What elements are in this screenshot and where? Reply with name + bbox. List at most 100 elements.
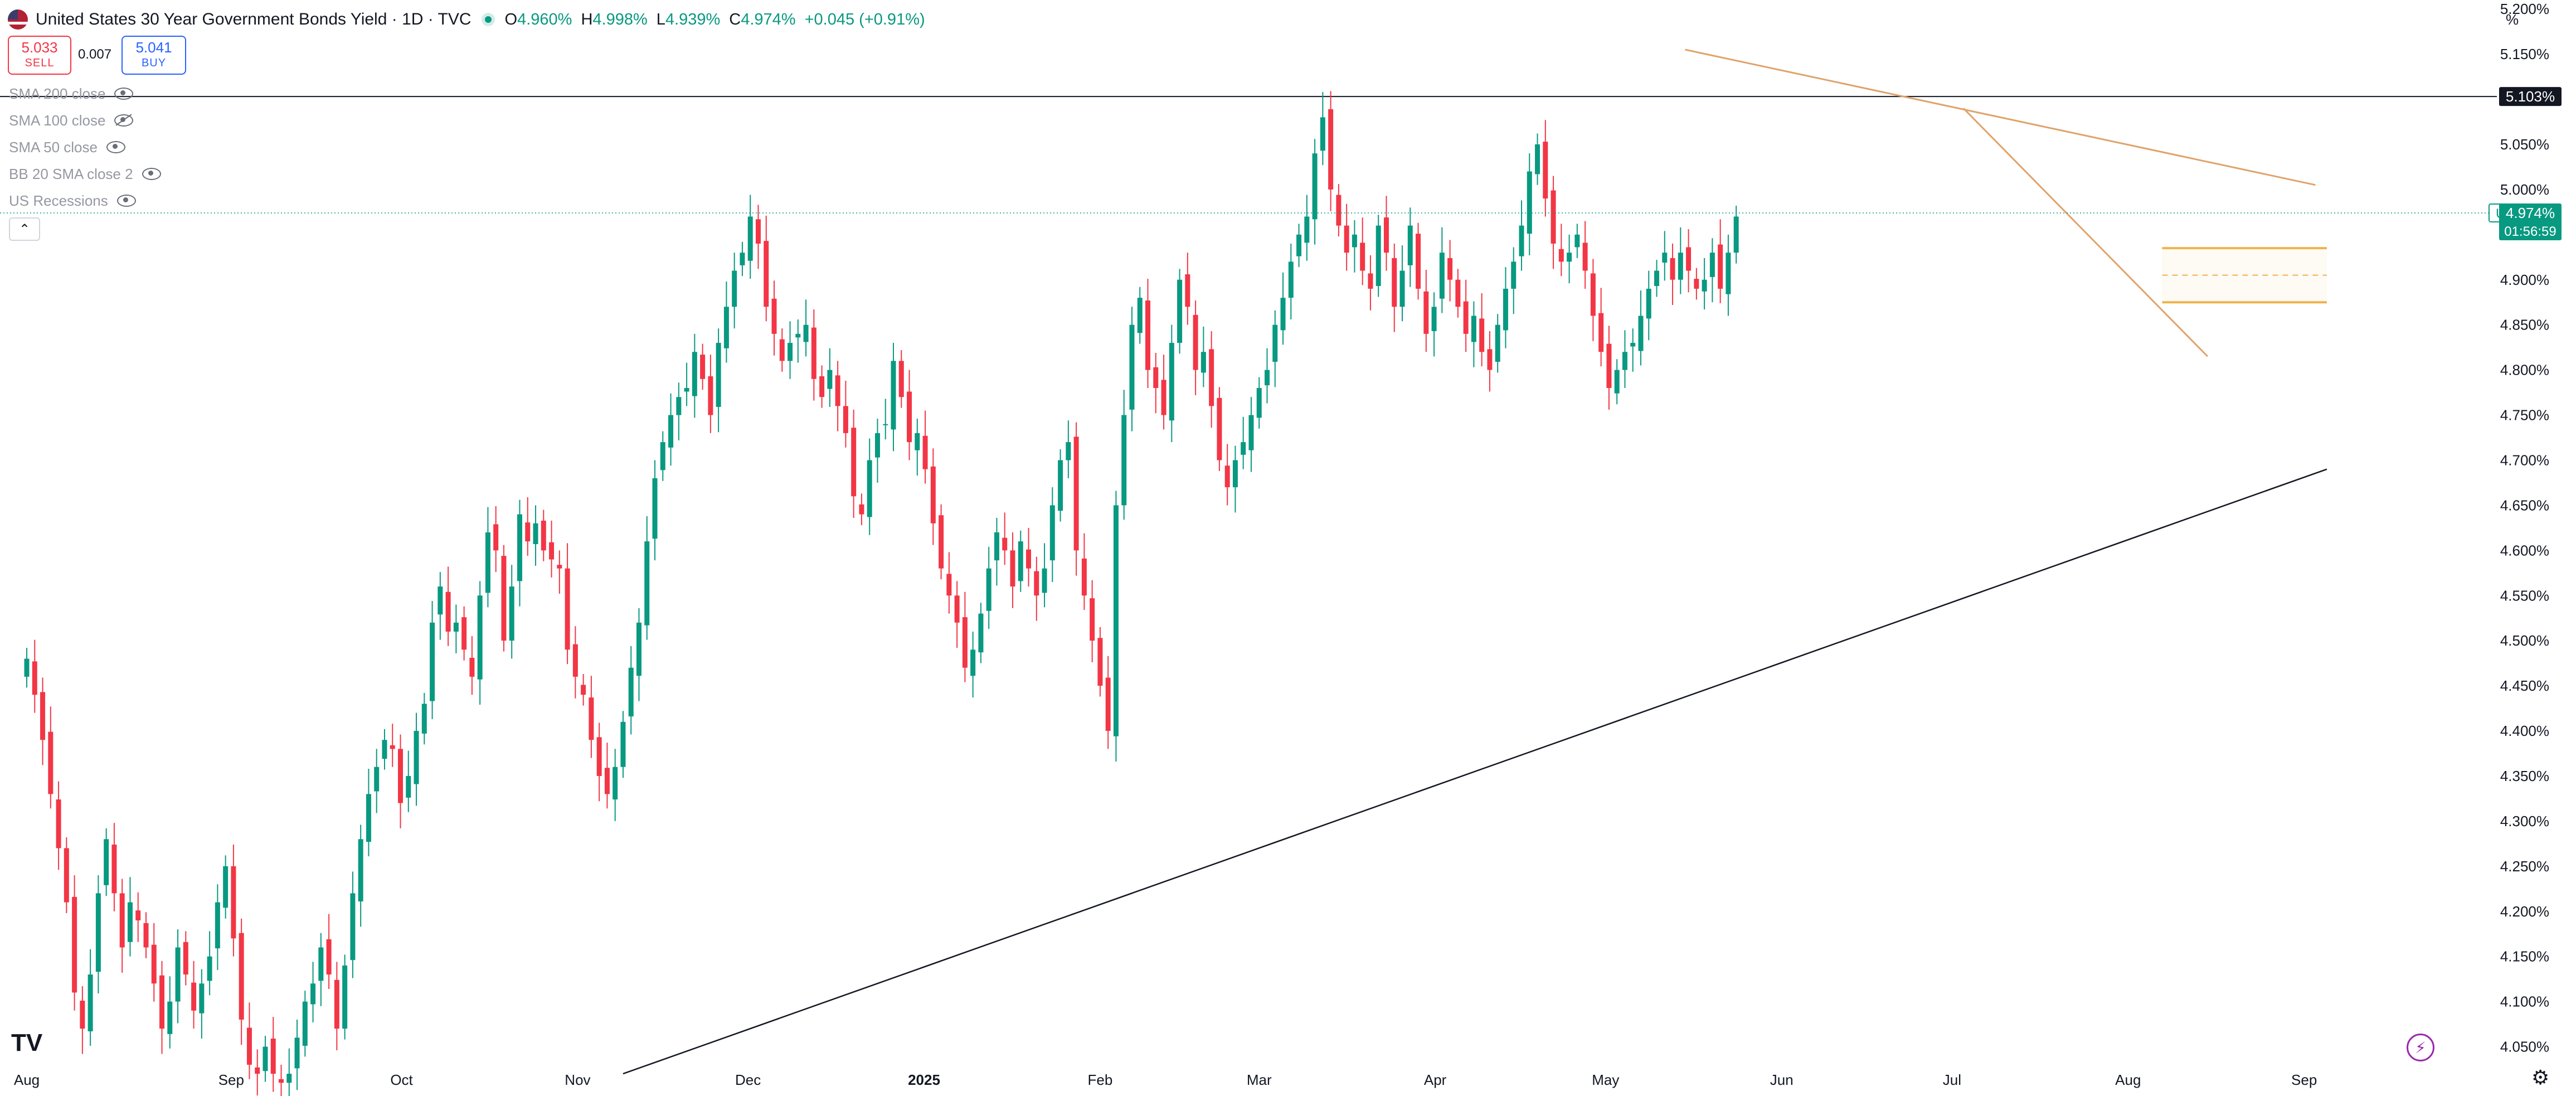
- candle: [215, 902, 220, 949]
- support-trendline[interactable]: [623, 468, 2327, 1075]
- candle: [883, 424, 888, 425]
- symbol-title[interactable]: United States 30 Year Government Bonds Y…: [36, 10, 472, 28]
- candle: [414, 731, 419, 784]
- candle: [469, 657, 475, 677]
- x-tick-label: Jul: [1943, 1071, 1961, 1088]
- candle: [1049, 505, 1055, 561]
- resistance-trendline[interactable]: [1962, 108, 2209, 357]
- candle: [1495, 324, 1500, 362]
- candle: [676, 397, 682, 415]
- candle: [1209, 349, 1214, 406]
- candle: [723, 307, 729, 348]
- candle: [493, 524, 499, 551]
- drawing-annotations[interactable]: [0, 49, 2497, 1075]
- legend-row-sma100[interactable]: SMA 100 close: [9, 107, 161, 134]
- legend-row-recessions[interactable]: US Recessions: [9, 187, 161, 214]
- y-tick-label: 4.500%: [2500, 632, 2549, 649]
- candle: [24, 658, 30, 677]
- axis-unit[interactable]: %: [2506, 11, 2519, 28]
- candle: [1519, 225, 1524, 256]
- candle: [1073, 437, 1079, 551]
- ohlc-values: O4.960% H4.998% L4.939% C4.974% +0.045 (…: [504, 10, 925, 28]
- candle: [382, 740, 387, 759]
- candle: [1217, 397, 1222, 460]
- buy-button[interactable]: 5.041 BUY: [121, 36, 186, 75]
- candle: [1145, 300, 1151, 370]
- eye-off-icon[interactable]: [114, 114, 134, 127]
- eye-icon[interactable]: [116, 195, 136, 207]
- legend-row-sma50[interactable]: SMA 50 close: [9, 134, 161, 161]
- y-tick-label: 4.450%: [2500, 677, 2549, 694]
- symbol-header: United States 30 Year Government Bonds Y…: [0, 0, 925, 39]
- candle: [64, 848, 69, 903]
- lightning-icon[interactable]: ⚡: [2407, 1034, 2434, 1061]
- candle: [1376, 225, 1381, 287]
- sell-label: SELL: [25, 57, 55, 69]
- candle: [1312, 153, 1318, 220]
- legend-row-bb[interactable]: BB 20 SMA close 2: [9, 161, 161, 187]
- candle: [1535, 144, 1540, 174]
- candle: [398, 749, 404, 803]
- eye-icon[interactable]: [106, 141, 125, 153]
- candle: [1455, 279, 1461, 307]
- eye-icon[interactable]: [142, 168, 161, 180]
- candle: [1702, 279, 1707, 292]
- candle: [628, 667, 634, 717]
- x-tick-label: Oct: [390, 1071, 413, 1088]
- y-tick-label: 5.000%: [2500, 181, 2549, 198]
- candle: [827, 370, 833, 389]
- candle: [1686, 247, 1692, 271]
- candle: [1137, 298, 1143, 333]
- hline-price-tag: [2499, 87, 2562, 106]
- candle: [788, 343, 793, 361]
- candle: [223, 866, 229, 908]
- last-price-tag: [2499, 203, 2562, 240]
- candle: [1431, 307, 1437, 332]
- price-axis[interactable]: 4.050% 4.100% 4.150% 4.200% 4.250% 4.300% 4.35…: [2500, 1, 2549, 1055]
- candle: [978, 613, 984, 653]
- candle: [104, 839, 109, 885]
- candle: [1590, 273, 1596, 316]
- sell-button[interactable]: 5.033 SELL: [8, 36, 71, 75]
- time-axis[interactable]: Aug Sep Oct Nov Dec 2025 Feb Mar Apr May Jun Jul Aug…: [14, 1071, 2317, 1088]
- candle: [716, 343, 721, 407]
- candle: [1423, 291, 1429, 334]
- candle: [1010, 550, 1015, 587]
- resistance-trendline[interactable]: [1685, 49, 2316, 186]
- candle: [517, 514, 522, 581]
- legend-row-sma200[interactable]: SMA 200 close: [9, 80, 161, 107]
- x-tick-label: Sep: [2291, 1071, 2317, 1088]
- candle: [1177, 279, 1183, 343]
- collapse-legend-button[interactable]: ⌃: [9, 217, 40, 241]
- candle: [1479, 318, 1485, 352]
- candle: [270, 1038, 276, 1074]
- eye-icon[interactable]: [114, 88, 134, 100]
- candle: [589, 697, 594, 740]
- candle: [1018, 541, 1023, 581]
- candle: [1543, 142, 1548, 199]
- candle: [1193, 314, 1198, 370]
- candle: [1121, 415, 1127, 506]
- candle: [1574, 234, 1580, 248]
- hline-price-label: 5.103%: [2506, 88, 2555, 105]
- candle: [1090, 598, 1095, 641]
- candle: [970, 649, 976, 676]
- candle: [898, 361, 904, 397]
- gear-icon[interactable]: ⚙: [2531, 1066, 2550, 1089]
- x-tick-label: Aug: [2115, 1071, 2141, 1088]
- candle: [1026, 549, 1032, 569]
- candle: [509, 586, 514, 641]
- x-tick-label: Jun: [1770, 1071, 1794, 1088]
- candle: [811, 327, 816, 379]
- candle: [1002, 537, 1008, 551]
- candle: [819, 376, 825, 397]
- tradingview-logo-icon[interactable]: TV: [11, 1029, 43, 1056]
- candle: [613, 767, 618, 800]
- candle: [962, 617, 968, 668]
- candle: [1105, 677, 1111, 731]
- candle: [56, 799, 61, 848]
- candle: [461, 617, 467, 650]
- candle: [1153, 367, 1159, 388]
- candle: [1511, 261, 1517, 289]
